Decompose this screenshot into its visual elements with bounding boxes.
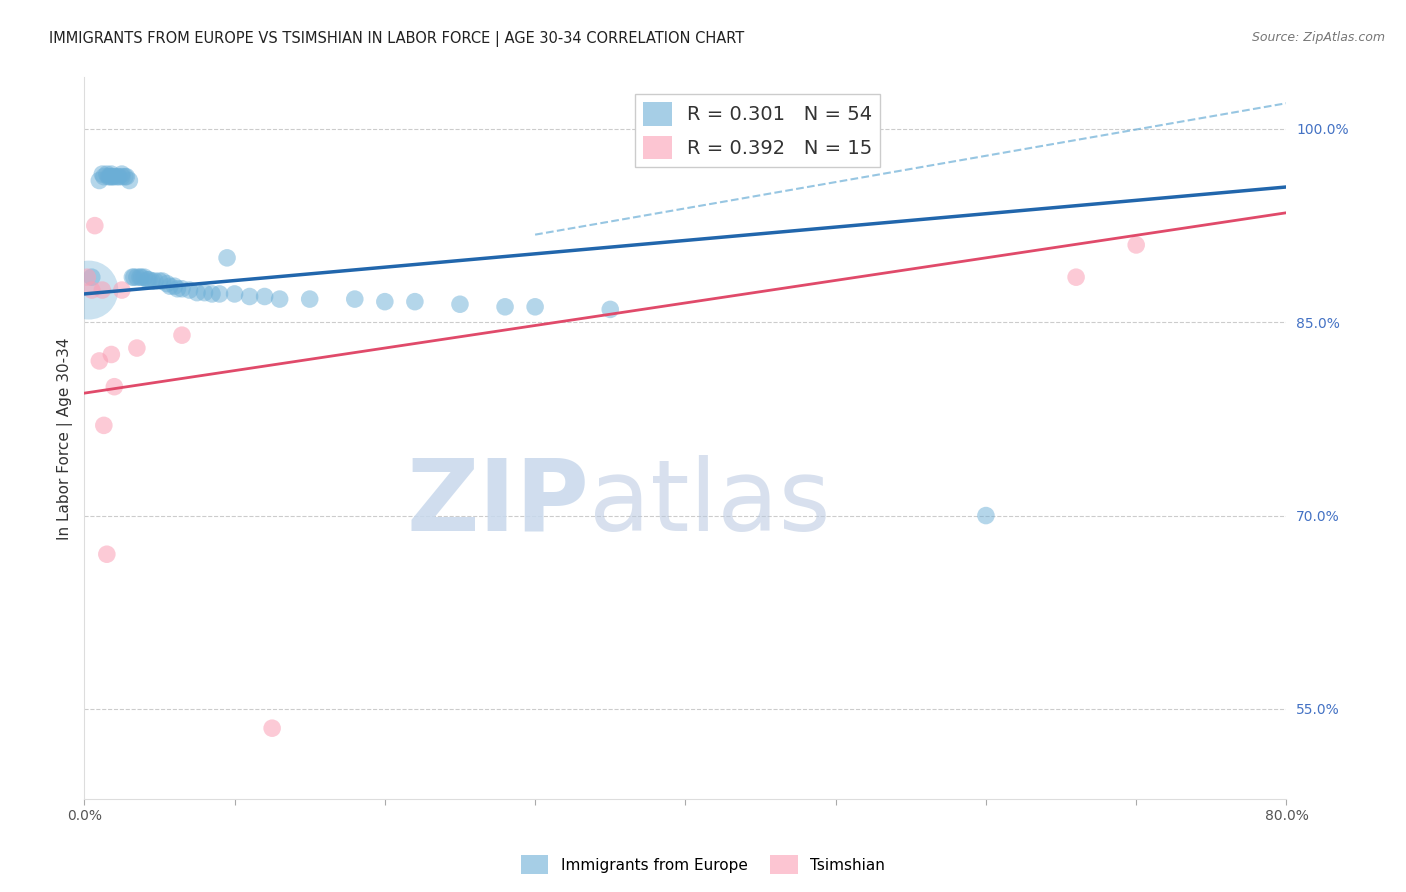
Point [179, 283, 201, 297]
Point [166, 282, 188, 296]
Point [91, 167, 114, 181]
Point [89, 354, 111, 368]
Point [138, 273, 160, 287]
Point [599, 302, 621, 317]
Point [100, 167, 122, 181]
Point [141, 274, 163, 288]
Text: Source: ZipAtlas.com: Source: ZipAtlas.com [1251, 31, 1385, 45]
Point [152, 274, 174, 288]
Point [1125, 238, 1147, 252]
Point [170, 328, 193, 343]
Point [1064, 270, 1087, 285]
Point [101, 169, 124, 184]
Point [134, 270, 156, 285]
Y-axis label: In Labor Force | Age 30-34: In Labor Force | Age 30-34 [58, 337, 73, 540]
Point [111, 169, 134, 184]
Point [449, 297, 471, 311]
Point [215, 251, 238, 265]
Point [115, 169, 138, 184]
Point [77, 283, 100, 297]
Point [121, 270, 143, 285]
Text: atlas: atlas [589, 455, 831, 551]
Point [159, 279, 181, 293]
Point [156, 277, 179, 291]
Text: IMMIGRANTS FROM EUROPE VS TSIMSHIAN IN LABOR FORCE | AGE 30-34 CORRELATION CHART: IMMIGRANTS FROM EUROPE VS TSIMSHIAN IN L… [49, 31, 744, 47]
Point [201, 287, 224, 301]
Point [494, 300, 516, 314]
Point [111, 283, 134, 297]
Point [98, 169, 121, 184]
Point [208, 287, 231, 301]
Point [524, 300, 547, 314]
Point [170, 282, 193, 296]
Point [76, 270, 98, 285]
Point [97, 169, 120, 184]
Point [128, 270, 150, 285]
Point [239, 289, 262, 303]
Point [122, 270, 145, 285]
Point [91, 283, 114, 297]
Point [186, 285, 208, 300]
Point [224, 287, 246, 301]
Point [404, 294, 426, 309]
Point [374, 294, 396, 309]
Point [93, 418, 115, 433]
Point [136, 273, 159, 287]
Point [118, 173, 141, 187]
Point [148, 274, 170, 288]
Point [100, 169, 122, 184]
Point [262, 721, 284, 735]
Text: ZIP: ZIP [406, 455, 589, 551]
Point [89, 173, 111, 187]
Point [100, 347, 122, 361]
Point [974, 508, 997, 523]
Point [103, 380, 125, 394]
Point [125, 341, 148, 355]
Point [103, 169, 125, 184]
Point [163, 279, 186, 293]
Point [96, 547, 118, 561]
Point [80, 270, 103, 285]
Point [343, 292, 366, 306]
Point [143, 274, 166, 288]
Point [111, 167, 134, 181]
Point [83, 219, 105, 233]
Point [253, 289, 276, 303]
Legend: R = 0.301   N = 54, R = 0.392   N = 15: R = 0.301 N = 54, R = 0.392 N = 15 [634, 95, 880, 167]
Legend: Immigrants from Europe, Tsimshian: Immigrants from Europe, Tsimshian [515, 849, 891, 880]
Point [193, 285, 215, 300]
Point [108, 169, 131, 184]
Point [269, 292, 291, 306]
Point [80, 283, 103, 297]
Point [131, 270, 153, 285]
Point [125, 270, 148, 285]
Point [96, 167, 118, 181]
Point [298, 292, 321, 306]
Point [93, 169, 115, 184]
Point [114, 169, 136, 184]
Point [105, 169, 128, 184]
